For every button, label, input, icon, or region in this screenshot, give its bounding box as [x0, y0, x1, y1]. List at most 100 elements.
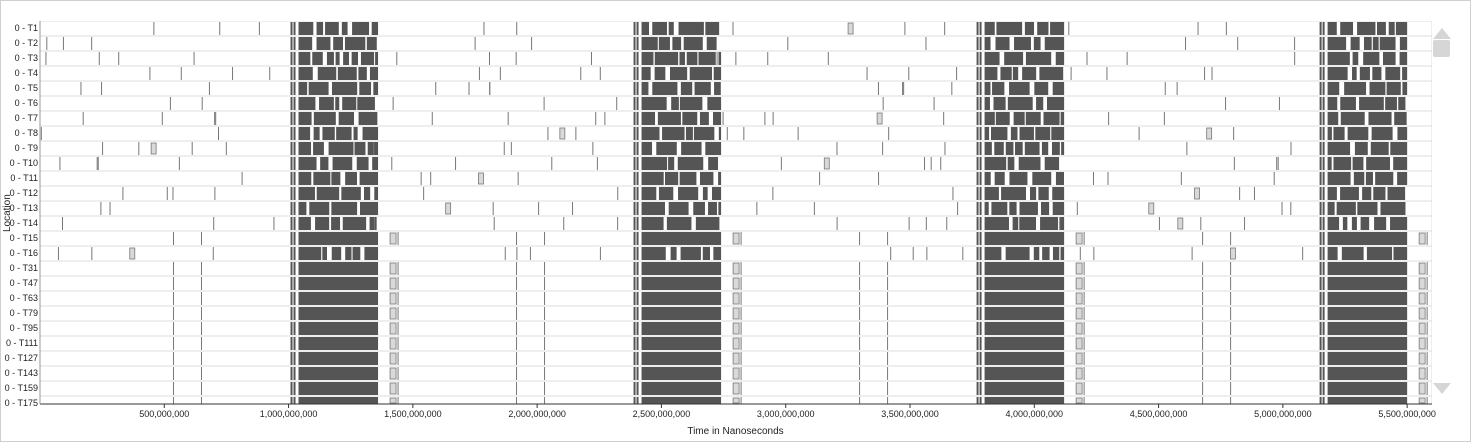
busy-segment[interactable]: [313, 112, 336, 125]
idle-marker[interactable]: [732, 337, 740, 350]
event-marker[interactable]: [636, 97, 639, 110]
busy-segment[interactable]: [990, 127, 1008, 140]
busy-segment[interactable]: [641, 67, 651, 80]
busy-segment[interactable]: [1327, 67, 1348, 80]
event-marker[interactable]: [633, 202, 636, 215]
busy-block[interactable]: [641, 352, 722, 365]
busy-segment[interactable]: [641, 22, 650, 35]
busy-block[interactable]: [984, 277, 1065, 290]
busy-segment[interactable]: [1365, 172, 1373, 185]
event-marker[interactable]: [633, 172, 636, 185]
busy-block[interactable]: [984, 397, 1065, 404]
busy-segment[interactable]: [713, 67, 722, 80]
event-marker[interactable]: [290, 202, 293, 215]
event-marker[interactable]: [976, 67, 979, 80]
busy-segment[interactable]: [331, 247, 342, 260]
busy-segment[interactable]: [1025, 112, 1041, 125]
event-marker[interactable]: [1322, 337, 1325, 350]
busy-segment[interactable]: [656, 142, 677, 155]
event-marker[interactable]: [1322, 352, 1325, 365]
busy-segment[interactable]: [1398, 97, 1406, 110]
event-marker[interactable]: [976, 172, 979, 185]
busy-segment[interactable]: [1327, 37, 1347, 50]
busy-segment[interactable]: [335, 52, 340, 65]
busy-block[interactable]: [298, 367, 379, 380]
busy-segment[interactable]: [654, 52, 679, 65]
busy-segment[interactable]: [680, 247, 701, 260]
timeline-row[interactable]: [40, 95, 1432, 112]
event-marker[interactable]: [636, 67, 639, 80]
event-marker[interactable]: [976, 232, 979, 245]
event-marker[interactable]: [976, 367, 979, 380]
event-marker[interactable]: [636, 22, 639, 35]
event-marker[interactable]: [979, 172, 982, 185]
busy-segment[interactable]: [1327, 157, 1332, 170]
busy-segment[interactable]: [1399, 52, 1408, 65]
event-marker[interactable]: [979, 292, 982, 305]
idle-marker[interactable]: [1075, 307, 1083, 320]
busy-segment[interactable]: [984, 127, 990, 140]
busy-block[interactable]: [984, 352, 1065, 365]
event-marker[interactable]: [293, 202, 296, 215]
event-marker[interactable]: [636, 367, 639, 380]
busy-segment[interactable]: [984, 202, 989, 215]
busy-segment[interactable]: [362, 127, 379, 140]
busy-segment[interactable]: [1038, 187, 1049, 200]
busy-segment[interactable]: [341, 187, 361, 200]
idle-marker[interactable]: [876, 112, 883, 125]
busy-segment[interactable]: [1060, 247, 1065, 260]
busy-segment[interactable]: [652, 22, 667, 35]
busy-segment[interactable]: [1024, 142, 1040, 155]
busy-segment[interactable]: [1340, 112, 1365, 125]
busy-segment[interactable]: [333, 37, 344, 50]
busy-segment[interactable]: [718, 172, 722, 185]
busy-segment[interactable]: [1036, 97, 1044, 110]
busy-segment[interactable]: [332, 157, 353, 170]
busy-segment[interactable]: [995, 112, 1010, 125]
event-marker[interactable]: [633, 127, 636, 140]
busy-block[interactable]: [298, 232, 379, 245]
busy-segment[interactable]: [1055, 52, 1065, 65]
busy-segment[interactable]: [670, 247, 677, 260]
busy-segment[interactable]: [1382, 52, 1396, 65]
event-marker[interactable]: [979, 367, 982, 380]
event-marker[interactable]: [1319, 127, 1322, 140]
busy-segment[interactable]: [1352, 157, 1364, 170]
event-marker[interactable]: [290, 367, 293, 380]
event-marker[interactable]: [293, 127, 296, 140]
timeline-row[interactable]: [40, 35, 1432, 52]
busy-segment[interactable]: [1052, 247, 1060, 260]
busy-segment[interactable]: [1041, 202, 1050, 215]
busy-segment[interactable]: [317, 67, 337, 80]
event-marker[interactable]: [979, 127, 982, 140]
busy-segment[interactable]: [344, 37, 366, 50]
busy-segment[interactable]: [994, 142, 1004, 155]
event-marker[interactable]: [1319, 82, 1322, 95]
busy-segment[interactable]: [1390, 142, 1408, 155]
busy-segment[interactable]: [1052, 187, 1065, 200]
busy-segment[interactable]: [1046, 97, 1065, 110]
timeline-row[interactable]: [40, 170, 1432, 187]
busy-segment[interactable]: [1350, 37, 1360, 50]
busy-segment[interactable]: [342, 217, 367, 230]
busy-segment[interactable]: [366, 37, 377, 50]
busy-segment[interactable]: [657, 112, 681, 125]
busy-segment[interactable]: [713, 112, 722, 125]
busy-segment[interactable]: [1386, 82, 1401, 95]
idle-marker[interactable]: [1075, 232, 1083, 245]
idle-marker[interactable]: [389, 397, 397, 404]
event-marker[interactable]: [290, 262, 293, 275]
event-marker[interactable]: [1319, 172, 1322, 185]
timeline-row[interactable]: [40, 125, 1432, 142]
busy-segment[interactable]: [1327, 22, 1337, 35]
event-marker[interactable]: [976, 37, 979, 50]
busy-segment[interactable]: [1033, 247, 1040, 260]
idle-marker[interactable]: [1177, 217, 1184, 230]
event-marker[interactable]: [636, 382, 639, 395]
idle-marker[interactable]: [1418, 397, 1426, 404]
busy-segment[interactable]: [1393, 247, 1408, 260]
event-marker[interactable]: [1322, 277, 1325, 290]
event-marker[interactable]: [290, 232, 293, 245]
busy-segment[interactable]: [1051, 127, 1065, 140]
event-marker[interactable]: [633, 67, 636, 80]
